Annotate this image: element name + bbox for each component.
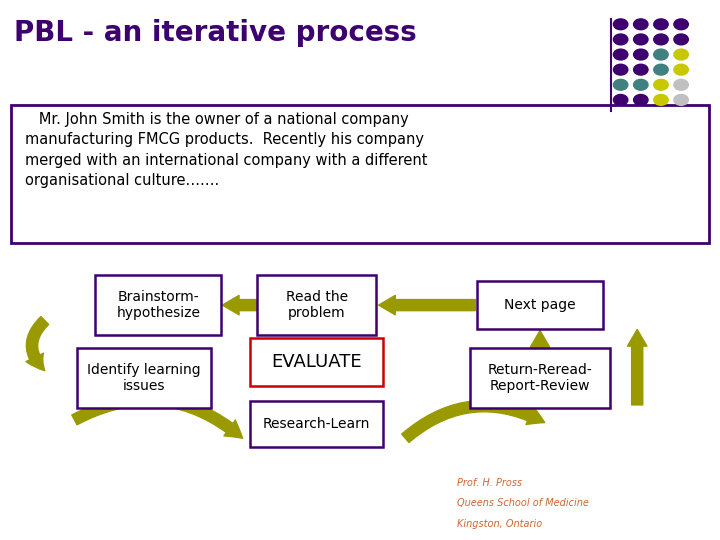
Circle shape bbox=[654, 64, 668, 75]
Circle shape bbox=[613, 19, 628, 30]
FancyBboxPatch shape bbox=[251, 338, 383, 386]
Circle shape bbox=[654, 34, 668, 45]
Circle shape bbox=[613, 49, 628, 60]
Text: Identify learning
issues: Identify learning issues bbox=[87, 363, 201, 393]
Circle shape bbox=[634, 49, 648, 60]
Text: Return-Reread-
Report-Review: Return-Reread- Report-Review bbox=[487, 363, 593, 393]
Text: Prof. H. Pross: Prof. H. Pross bbox=[457, 478, 522, 488]
FancyBboxPatch shape bbox=[258, 275, 376, 335]
FancyArrowPatch shape bbox=[402, 401, 545, 442]
Circle shape bbox=[654, 79, 668, 90]
Circle shape bbox=[654, 49, 668, 60]
Text: Kingston, Ontario: Kingston, Ontario bbox=[457, 519, 542, 529]
Text: Research-Learn: Research-Learn bbox=[263, 417, 371, 431]
Circle shape bbox=[674, 94, 688, 105]
Text: Mr. John Smith is the owner of a national company
manufacturing FMCG products.  : Mr. John Smith is the owner of a nationa… bbox=[25, 112, 428, 188]
Circle shape bbox=[613, 79, 628, 90]
Circle shape bbox=[613, 94, 628, 105]
Circle shape bbox=[634, 19, 648, 30]
FancyBboxPatch shape bbox=[11, 105, 709, 243]
Circle shape bbox=[613, 64, 628, 75]
Circle shape bbox=[634, 64, 648, 75]
Circle shape bbox=[674, 34, 688, 45]
Text: EVALUATE: EVALUATE bbox=[271, 353, 362, 371]
FancyBboxPatch shape bbox=[78, 348, 210, 408]
Text: Next page: Next page bbox=[504, 298, 576, 312]
Circle shape bbox=[674, 19, 688, 30]
FancyArrowPatch shape bbox=[530, 330, 550, 349]
Text: Read the
problem: Read the problem bbox=[286, 290, 348, 320]
FancyBboxPatch shape bbox=[469, 348, 610, 408]
FancyBboxPatch shape bbox=[95, 275, 222, 335]
Text: Brainstorm-
hypothesize: Brainstorm- hypothesize bbox=[117, 290, 200, 320]
Text: Queens School of Medicine: Queens School of Medicine bbox=[457, 498, 589, 509]
FancyArrowPatch shape bbox=[26, 316, 49, 370]
Circle shape bbox=[674, 79, 688, 90]
FancyArrowPatch shape bbox=[627, 329, 647, 405]
FancyArrowPatch shape bbox=[379, 295, 475, 315]
Circle shape bbox=[654, 19, 668, 30]
Circle shape bbox=[654, 94, 668, 105]
Circle shape bbox=[634, 94, 648, 105]
Circle shape bbox=[634, 79, 648, 90]
Text: PBL - an iterative process: PBL - an iterative process bbox=[14, 19, 417, 47]
Circle shape bbox=[613, 34, 628, 45]
Circle shape bbox=[634, 34, 648, 45]
Circle shape bbox=[674, 64, 688, 75]
FancyArrowPatch shape bbox=[72, 394, 243, 438]
Circle shape bbox=[674, 49, 688, 60]
FancyArrowPatch shape bbox=[222, 295, 256, 315]
FancyBboxPatch shape bbox=[477, 281, 603, 329]
FancyBboxPatch shape bbox=[251, 401, 383, 447]
